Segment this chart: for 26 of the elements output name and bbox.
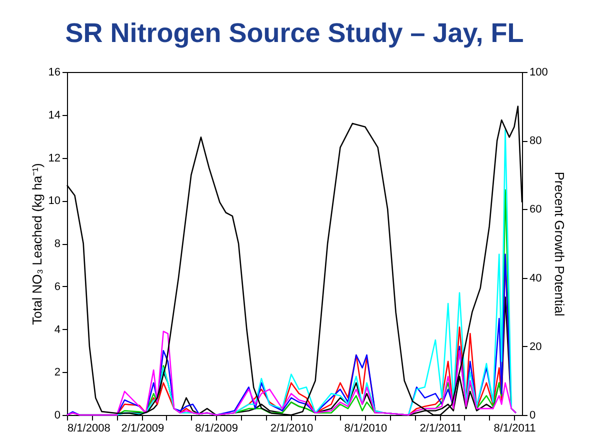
y-tick-label: 0 bbox=[54, 410, 60, 422]
y2-tick-label: 80 bbox=[530, 135, 542, 148]
y-tick-label: 10 bbox=[48, 195, 60, 208]
line-series bbox=[66, 330, 517, 416]
x-tick-label: 2/1/2009 bbox=[121, 422, 164, 434]
y-tick-label: 6 bbox=[54, 280, 60, 293]
x-tick-label: 8/1/2008 bbox=[68, 422, 110, 434]
y2-tick-label: 60 bbox=[530, 204, 542, 216]
x-tick-label: 8/1/2009 bbox=[195, 422, 238, 434]
y-tick-label: 2 bbox=[54, 366, 60, 379]
y2-tick-label: 100 bbox=[530, 66, 548, 78]
x-tick-label: 2/1/2011 bbox=[420, 422, 462, 434]
y2-axis-title: Precent Growth Potential bbox=[552, 172, 567, 316]
y-axis-title: Total NO₃ Leached (kg ha⁻¹) bbox=[29, 163, 44, 325]
chart-title: SR Nitrogen Source Study – Jay, FL bbox=[65, 18, 524, 48]
y2-tick-label: 40 bbox=[530, 272, 542, 284]
y2-tick-label: 0 bbox=[530, 410, 536, 422]
x-tick-label: 2/1/2010 bbox=[270, 422, 314, 434]
x-tick-label: 8/1/2010 bbox=[344, 422, 388, 434]
y-tick-label: 16 bbox=[48, 66, 60, 78]
y2-tick-label: 20 bbox=[530, 340, 542, 353]
x-tick-label: 8/1/2011 bbox=[494, 422, 536, 434]
y-tick-label: 8 bbox=[54, 238, 60, 250]
y-tick-label: 4 bbox=[54, 324, 60, 336]
y-tick-label: 12 bbox=[48, 152, 60, 164]
y-tick-label: 14 bbox=[48, 109, 60, 122]
